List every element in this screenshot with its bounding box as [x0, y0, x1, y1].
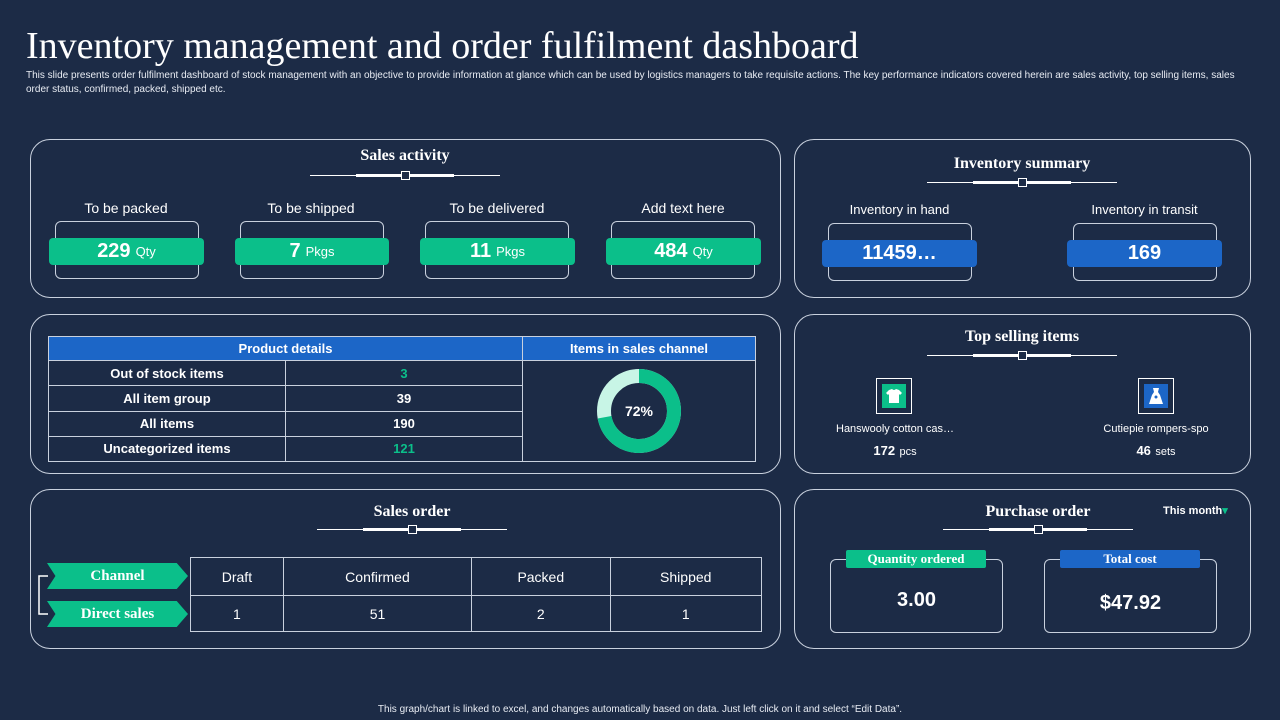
sales-order-value: 1	[190, 595, 284, 632]
sales-activity-title: Sales activity	[360, 147, 450, 164]
sales-activity-panel	[30, 139, 781, 298]
period-dropdown[interactable]: This month▾	[1163, 504, 1228, 517]
inventory-summary-panel	[794, 139, 1251, 298]
product-row-label: All items	[48, 410, 286, 437]
metric-value-to-be-packed: 229 Qty	[49, 238, 204, 265]
total-cost-value: $47.92	[1099, 592, 1162, 614]
sales-channel-header: Items in sales channel	[522, 336, 756, 361]
dress-icon	[1138, 378, 1174, 414]
product-row-value: 39	[285, 385, 523, 412]
purchase-order-slider	[943, 525, 1133, 535]
donut-arc	[597, 369, 681, 453]
sales-channel-cell: 72%	[522, 360, 756, 462]
top-selling-slider	[927, 351, 1117, 361]
sales-order-value: 1	[609, 595, 762, 632]
product-details-header: Product details	[48, 336, 523, 361]
inventory-summary-slider	[927, 178, 1117, 188]
inventory-summary-title: Inventory summary	[953, 155, 1091, 172]
top-selling-title: Top selling items	[964, 328, 1080, 345]
sales-order-panel	[30, 489, 781, 649]
metric-label-to-be-delivered: To be delivered	[449, 200, 545, 216]
sales-order-value: 51	[282, 595, 473, 632]
product-row-value: 121	[285, 435, 523, 463]
row-connector	[38, 575, 48, 615]
metric-value-inventory-in-hand: 11459…	[822, 240, 977, 267]
metric-value-inventory-in-transit: 169	[1067, 240, 1222, 267]
top-item-quantity: 46 sets	[1136, 443, 1176, 458]
sales-order-column-header: Draft	[190, 557, 284, 596]
chevron-down-icon: ▾	[1222, 505, 1228, 517]
top-item-name: Hanswooly cotton cas…	[836, 423, 954, 435]
purchase-order-panel	[794, 489, 1251, 649]
purchase-order-title: Purchase order	[985, 503, 1091, 520]
quantity-ordered-value: 3.00	[897, 589, 936, 611]
top-item-name: Cutiepie rompers-spo	[1103, 423, 1209, 435]
quantity-ordered-label: Quantity ordered	[846, 550, 986, 568]
total-cost-label: Total cost	[1060, 550, 1200, 568]
sales-order-column-header: Packed	[471, 557, 611, 596]
period-label: This month	[1163, 505, 1223, 517]
direct-sales-label: Direct sales	[47, 601, 188, 627]
footer-note: This graph/chart is linked to excel, and…	[377, 704, 903, 715]
metric-value-to-be-shipped: 7 Pkgs	[235, 238, 389, 265]
metric-label-inventory-in-transit: Inventory in transit	[1091, 202, 1198, 217]
sales-order-column-header: Shipped	[609, 557, 762, 596]
product-row-label: Uncategorized items	[48, 435, 286, 463]
sales-activity-slider	[310, 171, 500, 181]
sales-order-slider	[317, 525, 507, 535]
product-row-value: 3	[285, 359, 523, 387]
sales-order-table: Draft Confirmed Packed Shipped 1 51 2 1	[190, 557, 762, 632]
product-details-panel	[30, 314, 781, 474]
sales-order-value: 2	[471, 595, 611, 632]
page-subtitle: This slide presents order fulfilment das…	[26, 70, 1235, 95]
metric-label-add-text: Add text here	[641, 200, 725, 216]
channel-label: Channel	[47, 563, 188, 589]
product-row-label: All item group	[48, 385, 286, 412]
product-details-table: Product details Items in sales channel O…	[48, 336, 756, 463]
metric-value-to-be-delivered: 11 Pkgs	[420, 238, 575, 265]
donut-percent-label: 72%	[625, 403, 654, 419]
top-selling-panel	[794, 314, 1251, 474]
metric-value-add-text: 484 Qty	[606, 238, 761, 265]
metric-label-inventory-in-hand: Inventory in hand	[849, 202, 950, 217]
sales-channel-donut: 72%	[597, 369, 681, 453]
tshirt-icon	[876, 378, 912, 414]
page-title: Inventory management and order fulfilmen…	[26, 25, 859, 67]
sales-order-title: Sales order	[373, 503, 451, 520]
top-item-quantity: 172 pcs	[873, 443, 917, 458]
metric-label-to-be-shipped: To be shipped	[267, 200, 355, 216]
product-row-value: 190	[285, 410, 523, 437]
metric-label-to-be-packed: To be packed	[84, 200, 168, 216]
product-row-label: Out of stock items	[48, 359, 286, 387]
sales-order-column-header: Confirmed	[282, 557, 473, 596]
